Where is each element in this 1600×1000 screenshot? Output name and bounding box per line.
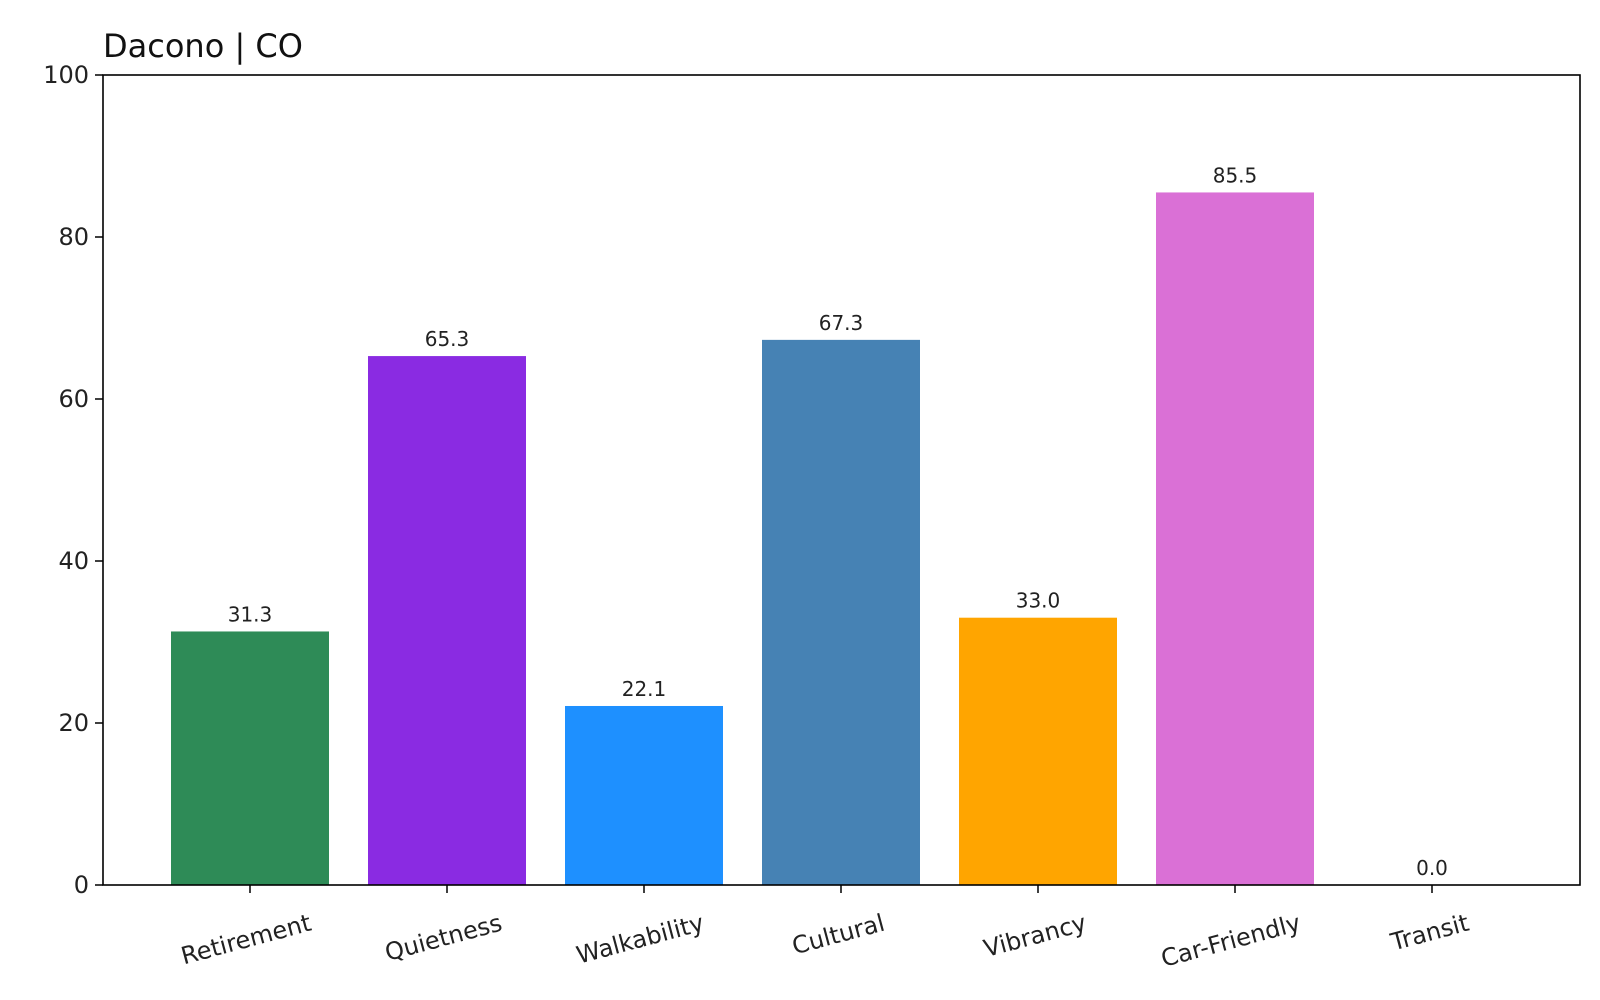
x-tick-label-car-friendly: Car-Friendly [1158, 909, 1304, 973]
data-label-transit: 0.0 [1416, 856, 1448, 880]
x-tick-label-vibrancy: Vibrancy [981, 909, 1090, 963]
data-label-cultural: 67.3 [819, 311, 864, 335]
y-tick-label-40: 40 [58, 547, 89, 575]
data-label-quietness: 65.3 [425, 327, 470, 351]
y-tick-label-100: 100 [43, 61, 89, 89]
bar-walkability [565, 705, 723, 885]
bars-layer [171, 192, 1314, 885]
bar-cultural [762, 339, 920, 885]
data-labels-layer: 31.3 65.3 22.1 67.3 33.0 85.5 0.0 [228, 163, 1448, 880]
bar-quietness [368, 356, 526, 885]
y-tick-label-60: 60 [58, 385, 89, 413]
chart-title: Dacono | CO [103, 27, 303, 65]
data-label-retirement: 31.3 [228, 602, 273, 626]
y-tick-label-20: 20 [58, 709, 89, 737]
bar-retirement [171, 631, 329, 885]
x-tick-label-transit: Transit [1387, 909, 1472, 957]
x-tick-label-retirement: Retirement [178, 909, 314, 971]
data-label-walkability: 22.1 [622, 677, 667, 701]
x-tick-label-quietness: Quietness [382, 909, 505, 967]
x-tick-label-walkability: Walkability [573, 909, 706, 970]
bar-car-friendly [1156, 192, 1314, 885]
bar-vibrancy [959, 617, 1117, 885]
x-tick-label-cultural: Cultural [789, 909, 888, 961]
y-tick-label-80: 80 [58, 223, 89, 251]
y-tick-label-0: 0 [74, 871, 89, 899]
plot-frame [102, 74, 1581, 886]
data-label-car-friendly: 85.5 [1213, 163, 1258, 187]
x-axis: Retirement Quietness Walkability Cultural Vi… [178, 885, 1472, 973]
y-axis: 0 20 40 60 80 100 [43, 61, 103, 899]
data-label-vibrancy: 33.0 [1016, 589, 1061, 613]
